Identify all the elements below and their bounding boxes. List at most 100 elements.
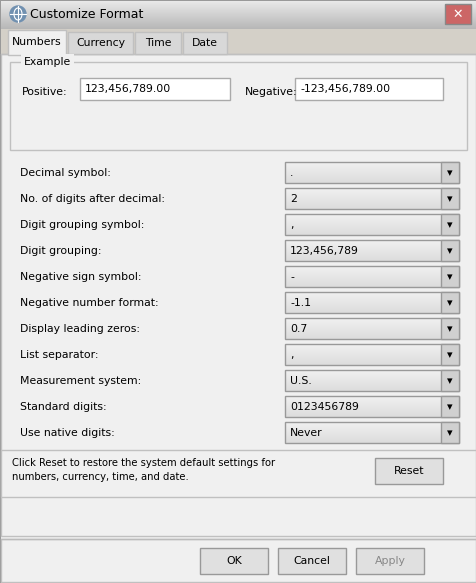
Bar: [1, 11, 475, 12]
Bar: [284, 266, 458, 287]
Bar: [284, 322, 458, 323]
Bar: [284, 208, 458, 209]
Bar: [284, 362, 458, 363]
Text: ✕: ✕: [452, 8, 462, 20]
Text: Cancel: Cancel: [293, 556, 330, 566]
Bar: [1, 13, 475, 14]
Bar: [1, 450, 475, 497]
Bar: [284, 328, 458, 329]
Bar: [284, 296, 458, 297]
Bar: [284, 293, 458, 294]
Bar: [284, 302, 458, 303]
Bar: [10, 62, 466, 150]
Bar: [440, 266, 458, 287]
Bar: [284, 278, 458, 279]
Bar: [284, 361, 458, 362]
Text: ▾: ▾: [446, 220, 452, 230]
Bar: [284, 323, 458, 324]
Text: Example: Example: [24, 57, 71, 67]
Bar: [278, 548, 345, 574]
Bar: [1, 28, 475, 29]
Text: OK: OK: [226, 556, 241, 566]
Bar: [440, 292, 458, 313]
Bar: [1, 7, 475, 8]
Bar: [284, 386, 458, 387]
Text: ,: ,: [289, 220, 293, 230]
Bar: [284, 384, 458, 385]
Bar: [284, 415, 458, 416]
Bar: [284, 411, 458, 412]
Bar: [284, 179, 458, 180]
Bar: [284, 405, 458, 406]
Bar: [284, 375, 458, 376]
Bar: [440, 188, 458, 209]
Bar: [284, 242, 458, 243]
Bar: [1, 27, 475, 28]
Bar: [284, 414, 458, 415]
Bar: [284, 248, 458, 249]
Bar: [284, 176, 458, 177]
Bar: [284, 357, 458, 358]
Bar: [1, 12, 475, 13]
Bar: [284, 214, 458, 215]
Bar: [284, 351, 458, 352]
Bar: [284, 182, 458, 183]
Bar: [284, 423, 458, 424]
Bar: [284, 358, 458, 359]
Text: Apply: Apply: [374, 556, 405, 566]
Bar: [284, 406, 458, 407]
Bar: [284, 422, 458, 443]
Bar: [284, 318, 458, 319]
Bar: [284, 162, 458, 183]
Bar: [284, 433, 458, 434]
Bar: [284, 175, 458, 176]
Bar: [284, 442, 458, 443]
Text: Reset: Reset: [393, 466, 423, 476]
Bar: [284, 260, 458, 261]
Bar: [284, 251, 458, 252]
Bar: [440, 240, 458, 261]
Bar: [284, 168, 458, 169]
Bar: [284, 292, 458, 313]
Bar: [284, 429, 458, 430]
Bar: [284, 383, 458, 384]
Bar: [284, 441, 458, 442]
Text: ▾: ▾: [446, 376, 452, 386]
Bar: [284, 199, 458, 200]
Bar: [284, 203, 458, 204]
Bar: [284, 336, 458, 337]
Bar: [284, 259, 458, 260]
Bar: [284, 228, 458, 229]
Bar: [284, 174, 458, 175]
Bar: [284, 266, 458, 267]
Bar: [284, 396, 458, 397]
Bar: [284, 333, 458, 334]
Bar: [284, 379, 458, 380]
Bar: [284, 389, 458, 390]
Bar: [440, 344, 458, 365]
Text: Click Reset to restore the system default settings for: Click Reset to restore the system defaul…: [12, 458, 275, 468]
Bar: [284, 363, 458, 364]
Text: Decimal symbol:: Decimal symbol:: [20, 168, 110, 178]
Bar: [284, 233, 458, 234]
Bar: [284, 355, 458, 356]
Bar: [284, 241, 458, 242]
Bar: [284, 177, 458, 178]
Text: Standard digits:: Standard digits:: [20, 402, 107, 412]
Bar: [284, 200, 458, 201]
Bar: [284, 272, 458, 273]
Bar: [284, 231, 458, 232]
Bar: [284, 285, 458, 286]
Text: 123,456,789.00: 123,456,789.00: [85, 84, 171, 94]
Bar: [284, 240, 458, 241]
Bar: [284, 305, 458, 306]
Bar: [284, 402, 458, 403]
Bar: [284, 196, 458, 197]
Bar: [284, 181, 458, 182]
Text: Negative:: Negative:: [245, 87, 297, 97]
Bar: [1, 539, 475, 582]
Bar: [284, 356, 458, 357]
Text: Measurement system:: Measurement system:: [20, 376, 141, 386]
Bar: [284, 282, 458, 283]
Bar: [284, 345, 458, 346]
